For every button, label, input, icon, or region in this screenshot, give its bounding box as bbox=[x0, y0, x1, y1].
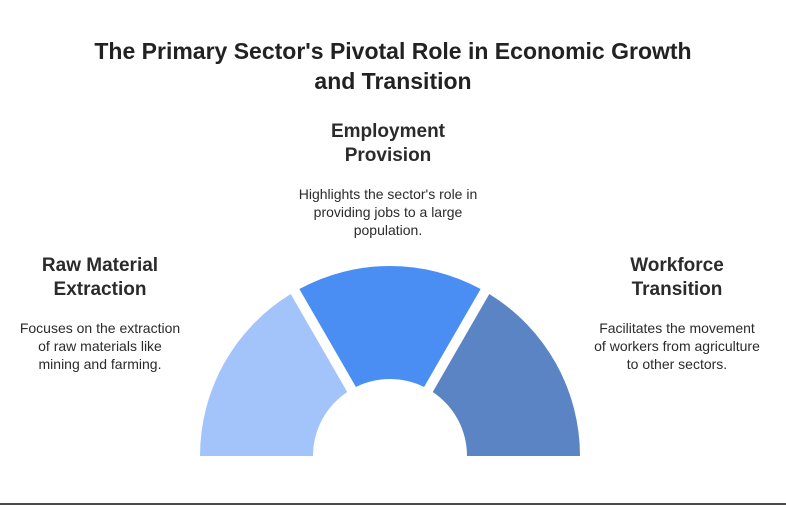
segment-raw-material-extraction bbox=[200, 294, 348, 456]
raw-material-extraction-heading: Raw Material Extraction bbox=[41, 255, 159, 300]
bottom-border bbox=[0, 503, 786, 505]
diagram-title: The Primary Sector's Pivotal Role in Eco… bbox=[94, 38, 692, 94]
employment-provision-block: Employment Provision Highlights the sect… bbox=[288, 120, 488, 239]
raw-material-extraction-block: Raw Material Extraction Focuses on the e… bbox=[18, 254, 182, 373]
employment-provision-description: Highlights the sector's role in providin… bbox=[298, 186, 478, 238]
raw-material-extraction-description: Focuses on the extraction of raw materia… bbox=[19, 320, 181, 372]
workforce-transition-block: Workforce Transition Facilitates the mov… bbox=[592, 254, 762, 373]
employment-provision-heading: Employment Provision bbox=[330, 121, 446, 166]
workforce-transition-description: Facilitates the movement of workers from… bbox=[594, 320, 760, 372]
segment-employment-provision bbox=[299, 266, 481, 387]
segment-workforce-transition bbox=[432, 294, 580, 456]
workforce-transition-heading: Workforce Transition bbox=[630, 255, 724, 300]
